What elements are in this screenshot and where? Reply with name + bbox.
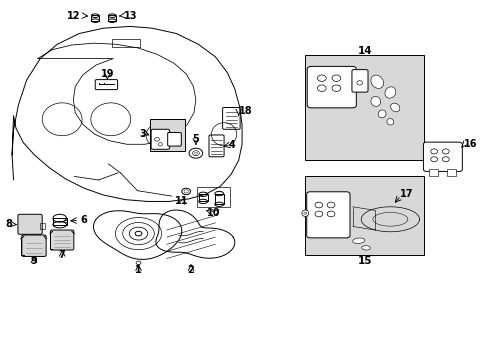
Ellipse shape (317, 75, 325, 81)
Text: 3: 3 (139, 129, 146, 139)
Ellipse shape (331, 75, 340, 81)
Bar (305, 55, 424, 160)
Bar (214, 194, 223, 204)
Text: 6: 6 (80, 215, 87, 225)
Ellipse shape (442, 149, 448, 154)
Text: 19: 19 (101, 68, 114, 78)
Ellipse shape (377, 110, 385, 118)
Ellipse shape (430, 149, 437, 154)
FancyBboxPatch shape (306, 66, 356, 108)
FancyBboxPatch shape (22, 235, 46, 256)
FancyBboxPatch shape (423, 142, 461, 171)
FancyBboxPatch shape (306, 192, 349, 238)
Bar (305, 176, 424, 255)
Bar (197, 187, 230, 207)
Ellipse shape (352, 238, 364, 243)
Text: 7: 7 (59, 250, 65, 260)
Text: 4: 4 (228, 140, 235, 150)
Text: 13: 13 (123, 11, 137, 21)
Bar (112, 39, 140, 47)
Ellipse shape (326, 211, 334, 217)
FancyBboxPatch shape (50, 230, 74, 250)
Text: 10: 10 (206, 208, 220, 218)
Bar (199, 194, 207, 202)
Ellipse shape (314, 202, 322, 208)
Ellipse shape (314, 211, 322, 217)
Ellipse shape (301, 210, 308, 216)
Ellipse shape (361, 246, 370, 250)
Text: 2: 2 (187, 265, 194, 275)
Text: 18: 18 (238, 106, 252, 116)
Bar (91, 15, 99, 21)
Bar (428, 169, 437, 176)
Ellipse shape (390, 103, 399, 112)
Text: 12: 12 (66, 11, 80, 21)
Ellipse shape (317, 85, 325, 91)
Bar (446, 169, 455, 176)
Ellipse shape (370, 96, 380, 107)
Ellipse shape (384, 87, 395, 98)
Text: 15: 15 (357, 256, 371, 266)
Ellipse shape (430, 157, 437, 162)
Ellipse shape (386, 118, 393, 125)
FancyBboxPatch shape (351, 69, 367, 92)
Text: 5: 5 (192, 134, 199, 144)
Text: 8: 8 (5, 219, 12, 229)
Bar (149, 119, 184, 152)
FancyBboxPatch shape (18, 214, 42, 234)
Text: 16: 16 (463, 139, 477, 149)
Text: 9: 9 (31, 256, 37, 266)
Text: 1: 1 (135, 265, 142, 275)
Ellipse shape (331, 85, 340, 91)
Bar (40, 223, 45, 229)
FancyBboxPatch shape (151, 129, 169, 149)
Bar (53, 218, 66, 225)
Text: 17: 17 (399, 189, 413, 199)
Bar (108, 15, 116, 21)
FancyBboxPatch shape (167, 132, 181, 146)
Text: 14: 14 (357, 46, 371, 56)
Ellipse shape (326, 202, 334, 208)
Ellipse shape (442, 157, 448, 162)
Text: 11: 11 (174, 197, 188, 206)
Ellipse shape (370, 75, 383, 89)
